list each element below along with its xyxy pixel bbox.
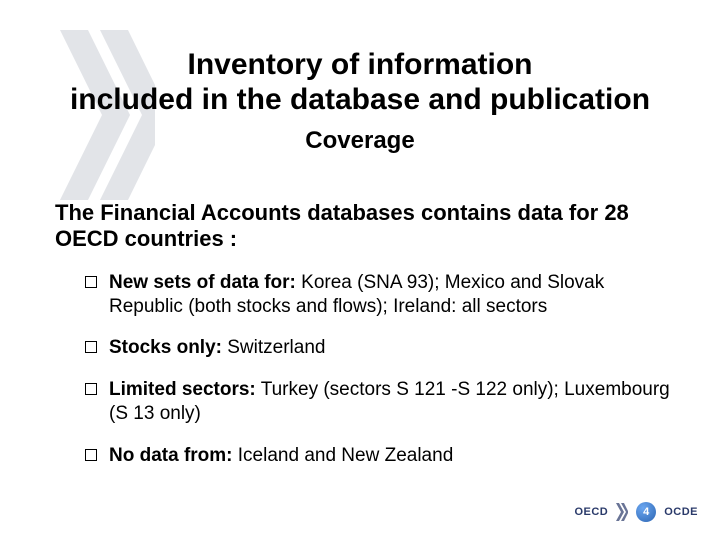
slide: Inventory of information included in the…: [0, 0, 720, 540]
bullet-item: Limited sectors: Turkey (sectors S 121 -…: [85, 378, 680, 426]
bullet-item: New sets of data for: Korea (SNA 93); Me…: [85, 271, 680, 319]
footer: OECD 4 OCDE: [574, 502, 698, 522]
subtitle: Coverage: [40, 127, 680, 155]
bullet-rest: Iceland and New Zealand: [233, 445, 454, 466]
bullet-strong: New sets of data for:: [109, 272, 296, 293]
bullet-item: No data from: Iceland and New Zealand: [85, 444, 680, 468]
lead-text: The Financial Accounts databases contain…: [55, 200, 680, 253]
bullet-strong: No data from:: [109, 445, 233, 466]
bullet-strong: Limited sectors:: [109, 379, 256, 400]
org-label-left: OECD: [574, 506, 608, 518]
org-label-right: OCDE: [664, 506, 698, 518]
bullet-strong: Stocks only:: [109, 337, 222, 358]
bullet-rest: Switzerland: [222, 337, 326, 358]
title-block: Inventory of information included in the…: [40, 48, 680, 155]
body: The Financial Accounts databases contain…: [55, 200, 680, 485]
bullet-item: Stocks only: Switzerland: [85, 336, 680, 360]
title-line-2: included in the database and publication: [40, 83, 680, 118]
title-line-1: Inventory of information: [40, 48, 680, 83]
bullet-list: New sets of data for: Korea (SNA 93); Me…: [55, 271, 680, 468]
chevron-icon: [616, 503, 628, 521]
page-number-badge: 4: [636, 502, 656, 522]
